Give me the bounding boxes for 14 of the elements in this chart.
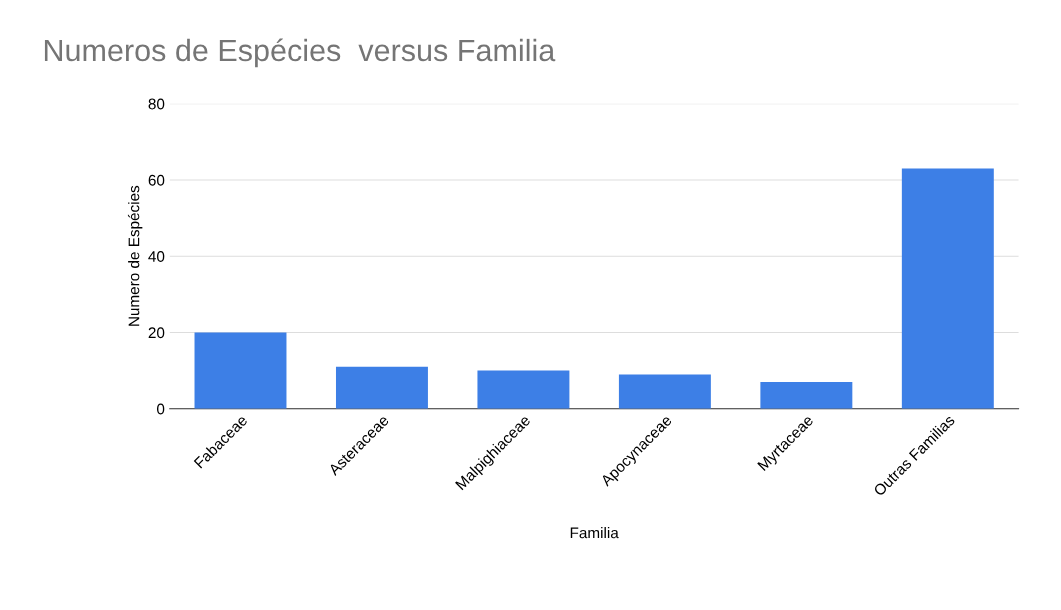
y-axis-title: Numero de Espécies (127, 185, 143, 326)
y-tick-label: 40 (148, 251, 165, 262)
y-tick-label: 60 (148, 174, 165, 186)
bar (901, 168, 994, 409)
bar (335, 366, 428, 409)
chart-title: Numeros de Espécies versus Familia (44, 38, 556, 68)
bar (194, 332, 287, 409)
bar (477, 370, 570, 409)
bar (618, 374, 711, 409)
y-tick-label: 0 (157, 403, 165, 415)
x-axis-title: Familia (570, 527, 619, 539)
y-tick-label: 20 (148, 327, 165, 339)
bar (760, 382, 853, 409)
y-tick-label: 80 (148, 98, 165, 110)
